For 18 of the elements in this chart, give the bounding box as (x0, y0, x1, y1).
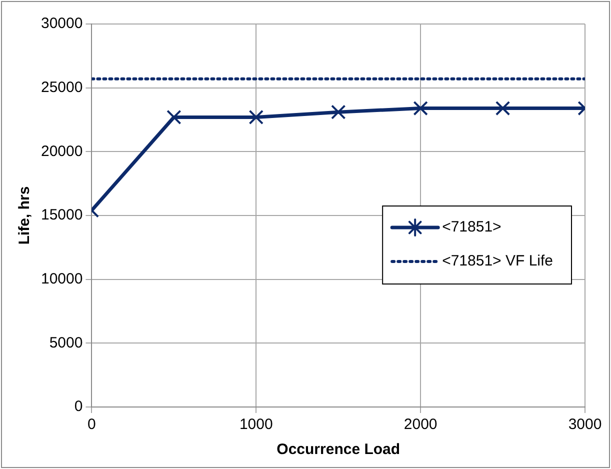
y-tick-label: 20000 (40, 142, 83, 160)
y-tick-label: 0 (74, 398, 83, 416)
point (413, 100, 428, 116)
y-tick-label: 5000 (49, 334, 83, 352)
x-tick-label: 0 (88, 416, 96, 434)
x-tick-label: 2000 (404, 416, 438, 434)
point (330, 104, 346, 120)
x-axis-title: Occurrence Load (276, 441, 400, 458)
y-tick-label: 25000 (40, 78, 83, 96)
y-tick-label: 15000 (40, 206, 83, 224)
x-tick-label: 1000 (239, 416, 273, 434)
y-tick-label: 30000 (40, 15, 83, 32)
legend-label: <71851> (442, 218, 502, 236)
y-axis-title: Life, hrs (16, 186, 34, 245)
legend-label: <71851> VF Life (442, 252, 554, 270)
x-tick-label: 3000 (568, 416, 602, 434)
point (248, 110, 264, 125)
y-tick-label: 10000 (40, 270, 83, 288)
